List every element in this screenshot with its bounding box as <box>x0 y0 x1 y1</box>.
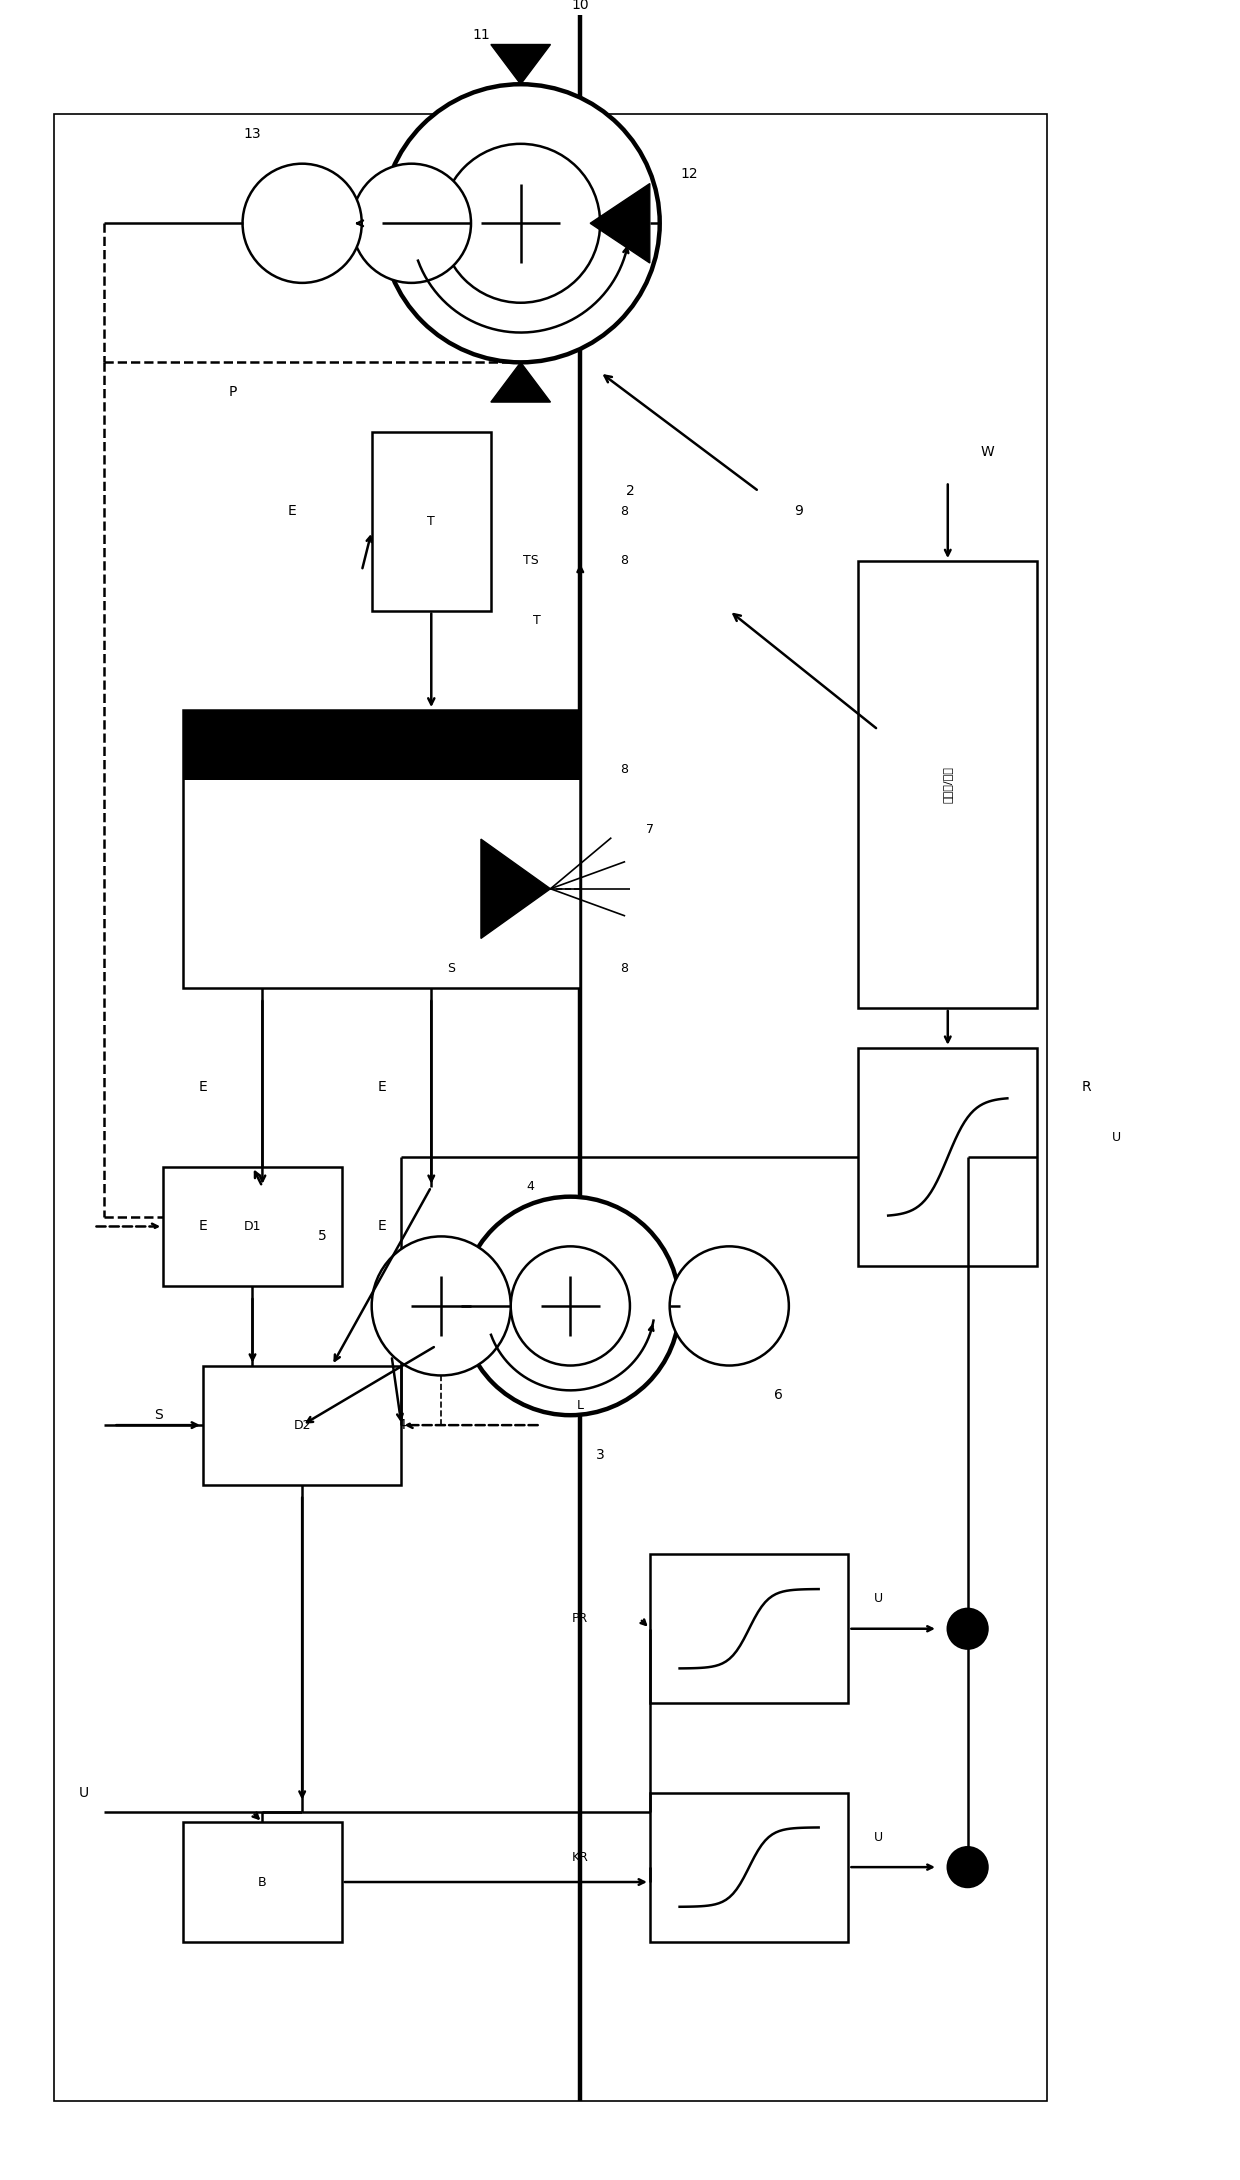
Text: 4: 4 <box>397 1419 405 1432</box>
Text: 1: 1 <box>904 743 913 756</box>
Text: D2: D2 <box>294 1419 311 1432</box>
Bar <box>53 113 1047 2102</box>
Text: B: B <box>258 1875 267 1888</box>
Text: E: E <box>198 1081 207 1094</box>
Bar <box>858 560 1037 1007</box>
Bar <box>858 1049 1037 1267</box>
Bar <box>164 1166 342 1286</box>
Text: E: E <box>198 1219 207 1234</box>
Text: P: P <box>228 386 237 399</box>
Bar <box>372 432 491 610</box>
Circle shape <box>441 144 600 303</box>
Text: 4: 4 <box>527 1179 534 1192</box>
Text: 7: 7 <box>646 822 653 835</box>
Text: D1: D1 <box>244 1221 262 1234</box>
Text: 12: 12 <box>681 166 698 181</box>
Bar <box>184 711 580 988</box>
Text: U: U <box>1112 1131 1121 1144</box>
Circle shape <box>670 1247 789 1365</box>
Text: U: U <box>874 1831 883 1844</box>
Text: S: S <box>448 961 455 974</box>
Text: 设定值/补偿: 设定值/补偿 <box>942 765 952 802</box>
Text: 5: 5 <box>317 1230 326 1243</box>
Circle shape <box>947 1846 987 1888</box>
Bar <box>184 711 580 780</box>
Text: U: U <box>78 1785 89 1801</box>
Text: S: S <box>154 1408 164 1421</box>
Bar <box>203 1365 402 1485</box>
Polygon shape <box>590 183 650 264</box>
Text: 13: 13 <box>244 126 262 142</box>
Text: 10: 10 <box>572 0 589 11</box>
Text: TS: TS <box>523 554 538 567</box>
Circle shape <box>372 1236 511 1376</box>
Text: 8: 8 <box>620 763 627 776</box>
Text: 8: 8 <box>620 961 627 974</box>
Circle shape <box>461 1197 680 1415</box>
Bar <box>650 1554 848 1703</box>
Text: L: L <box>577 1400 584 1413</box>
Polygon shape <box>491 44 551 85</box>
Circle shape <box>511 1247 630 1365</box>
Bar <box>650 1792 848 1942</box>
Text: T: T <box>533 615 541 628</box>
Text: M: M <box>724 1301 735 1310</box>
Polygon shape <box>491 362 551 401</box>
Bar <box>184 1822 342 1942</box>
Text: 9: 9 <box>795 504 804 519</box>
Text: W: W <box>981 445 994 458</box>
Text: 2: 2 <box>625 484 635 499</box>
Text: 6: 6 <box>775 1389 784 1402</box>
Text: E: E <box>377 1219 386 1234</box>
Text: 11: 11 <box>472 28 490 41</box>
Circle shape <box>352 164 471 283</box>
Circle shape <box>243 164 362 283</box>
Text: 3: 3 <box>595 1448 605 1463</box>
Text: M: M <box>296 218 308 229</box>
Polygon shape <box>481 839 551 937</box>
Circle shape <box>382 85 660 362</box>
Text: E: E <box>377 1081 386 1094</box>
Text: KR: KR <box>572 1851 589 1864</box>
Text: PR: PR <box>572 1613 589 1626</box>
Text: 8: 8 <box>620 554 627 567</box>
Text: 8: 8 <box>620 506 627 519</box>
Circle shape <box>947 1609 987 1648</box>
Text: R: R <box>1083 1081 1091 1094</box>
Text: T: T <box>428 514 435 528</box>
Text: E: E <box>288 504 296 519</box>
Text: U: U <box>874 1591 883 1604</box>
Text: Σ: Σ <box>408 216 415 229</box>
